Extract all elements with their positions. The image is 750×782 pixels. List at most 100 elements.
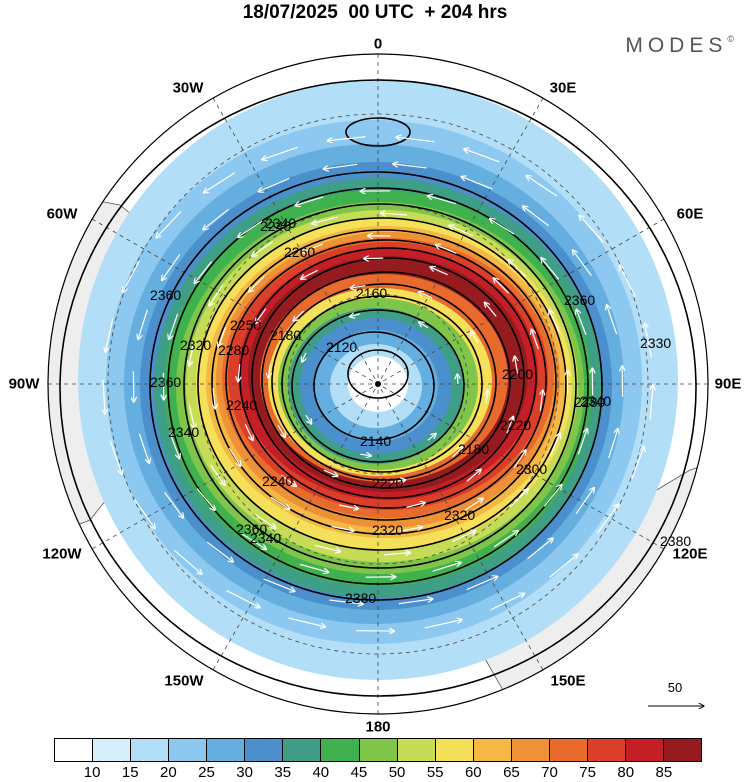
wind-arrow xyxy=(531,329,539,350)
wind-arrow xyxy=(295,196,324,206)
height-contour xyxy=(59,79,697,697)
colorbar-swatch xyxy=(625,739,664,761)
wind-arrow xyxy=(255,308,267,324)
wind-arrow xyxy=(249,276,265,292)
colorbar-swatch xyxy=(359,739,398,761)
height-contour xyxy=(251,257,525,499)
wind-arrow xyxy=(579,215,604,243)
wind-arrow xyxy=(226,590,261,608)
contour-label: 2260 xyxy=(284,244,315,260)
lon-label-180: 180 xyxy=(365,718,391,736)
wind-arrow xyxy=(515,356,518,374)
wind-arrow xyxy=(210,464,225,485)
colorbar-swatch xyxy=(549,739,588,761)
contour-label: 2300 xyxy=(516,461,547,477)
colorbar-tick-label: 50 xyxy=(388,764,406,781)
wind-arrow xyxy=(645,323,652,358)
colorbar-swatch xyxy=(587,739,626,761)
wind-arrow xyxy=(490,219,515,235)
wind-arrow xyxy=(288,617,325,627)
wind-arrow xyxy=(156,210,182,237)
contour-label: 2120 xyxy=(326,339,357,355)
wind-arrow xyxy=(390,480,406,483)
wind-arrow xyxy=(302,352,306,362)
contour-labels: 2380238023602360236023602340234023402340… xyxy=(150,215,691,606)
wind-arrow xyxy=(301,243,323,252)
wind-arrow xyxy=(280,474,296,486)
wind-arrow xyxy=(393,164,427,169)
wind-arrow xyxy=(466,576,498,591)
wind-arrow xyxy=(241,533,267,550)
wind-arrow xyxy=(123,260,140,292)
colorbar-tick-label: 85 xyxy=(655,764,673,781)
contour-label: 2340 xyxy=(265,215,296,231)
wind-arrow xyxy=(331,525,354,530)
contour-label: 2280 xyxy=(218,342,249,358)
wind-arrow xyxy=(218,327,226,347)
wind-arrow xyxy=(206,541,233,562)
wind-arrow xyxy=(301,269,318,279)
wind-arrow xyxy=(203,172,236,193)
contour-label: 2380 xyxy=(345,590,376,606)
wind-arrow xyxy=(203,208,229,229)
wind-arrow xyxy=(619,265,636,298)
wind-arrow xyxy=(508,259,527,278)
lon-label-0: 0 xyxy=(373,35,383,53)
wind-arrow xyxy=(228,447,240,466)
colorbar-swatch xyxy=(283,739,322,761)
wind-arrow xyxy=(573,250,592,277)
wind-arrow xyxy=(173,549,202,574)
wind-arrow xyxy=(449,225,474,237)
wind-arrow xyxy=(523,206,550,227)
colorbar-tick-label: 15 xyxy=(121,764,139,781)
wind-arrow xyxy=(597,504,619,534)
wind-arrow xyxy=(550,433,560,456)
colorbar-tick-label: 10 xyxy=(83,764,101,781)
wind-arrow xyxy=(350,286,366,289)
wind-arrow xyxy=(312,216,338,224)
lon-label-30e: 30E xyxy=(549,79,577,97)
chart-title: 18/07/2025 00 UTC + 204 hrs xyxy=(242,2,508,23)
wind-arrow xyxy=(329,599,363,604)
brand-copyright: © xyxy=(727,34,734,44)
wind-arrow xyxy=(323,469,338,476)
contour-label: 2320 xyxy=(180,337,211,353)
contour-label: 2220 xyxy=(500,417,531,433)
wind-arrow xyxy=(506,416,513,434)
reference-vector-label: 50 xyxy=(667,680,683,695)
colorbar-tick-label: 60 xyxy=(464,764,482,781)
wind-arrow xyxy=(543,484,561,507)
contour-label: 2240 xyxy=(262,473,293,489)
wind-arrow xyxy=(427,196,457,205)
colorbar-swatch xyxy=(511,739,550,761)
contour-label: 2380 xyxy=(660,533,691,549)
wind-arrow xyxy=(418,292,433,299)
colorbar-swatch xyxy=(131,739,170,761)
wind-arrow xyxy=(162,253,181,280)
wind-arrow xyxy=(254,513,275,528)
wind-arrow xyxy=(541,258,560,280)
wind-arrow xyxy=(189,342,195,366)
wind-arrow xyxy=(461,177,493,190)
height-contour xyxy=(291,309,465,463)
wind-arrow xyxy=(213,388,215,409)
wind-arrow xyxy=(258,177,290,191)
height-contour xyxy=(149,171,603,601)
wind-arrow xyxy=(262,146,298,159)
wind-arrow xyxy=(406,503,425,508)
colorbar-swatch xyxy=(207,739,246,761)
wind-arrow xyxy=(577,428,587,455)
height-contour xyxy=(347,349,409,399)
colorbar-tick-label: 75 xyxy=(579,764,596,781)
wind-arrow xyxy=(457,374,458,385)
brand-name: MODES xyxy=(625,34,728,57)
lon-label-150e: 150E xyxy=(550,672,586,690)
wind-arrow xyxy=(238,364,240,382)
wind-arrow xyxy=(109,441,122,474)
wind-arrow xyxy=(490,593,525,611)
colorbar-swatch xyxy=(93,739,132,761)
colorbar-swatch xyxy=(435,739,474,761)
wind-arrow xyxy=(277,424,285,437)
colorbar-tick-label: 20 xyxy=(160,764,177,781)
colorbar-tick-label: 35 xyxy=(274,764,292,781)
